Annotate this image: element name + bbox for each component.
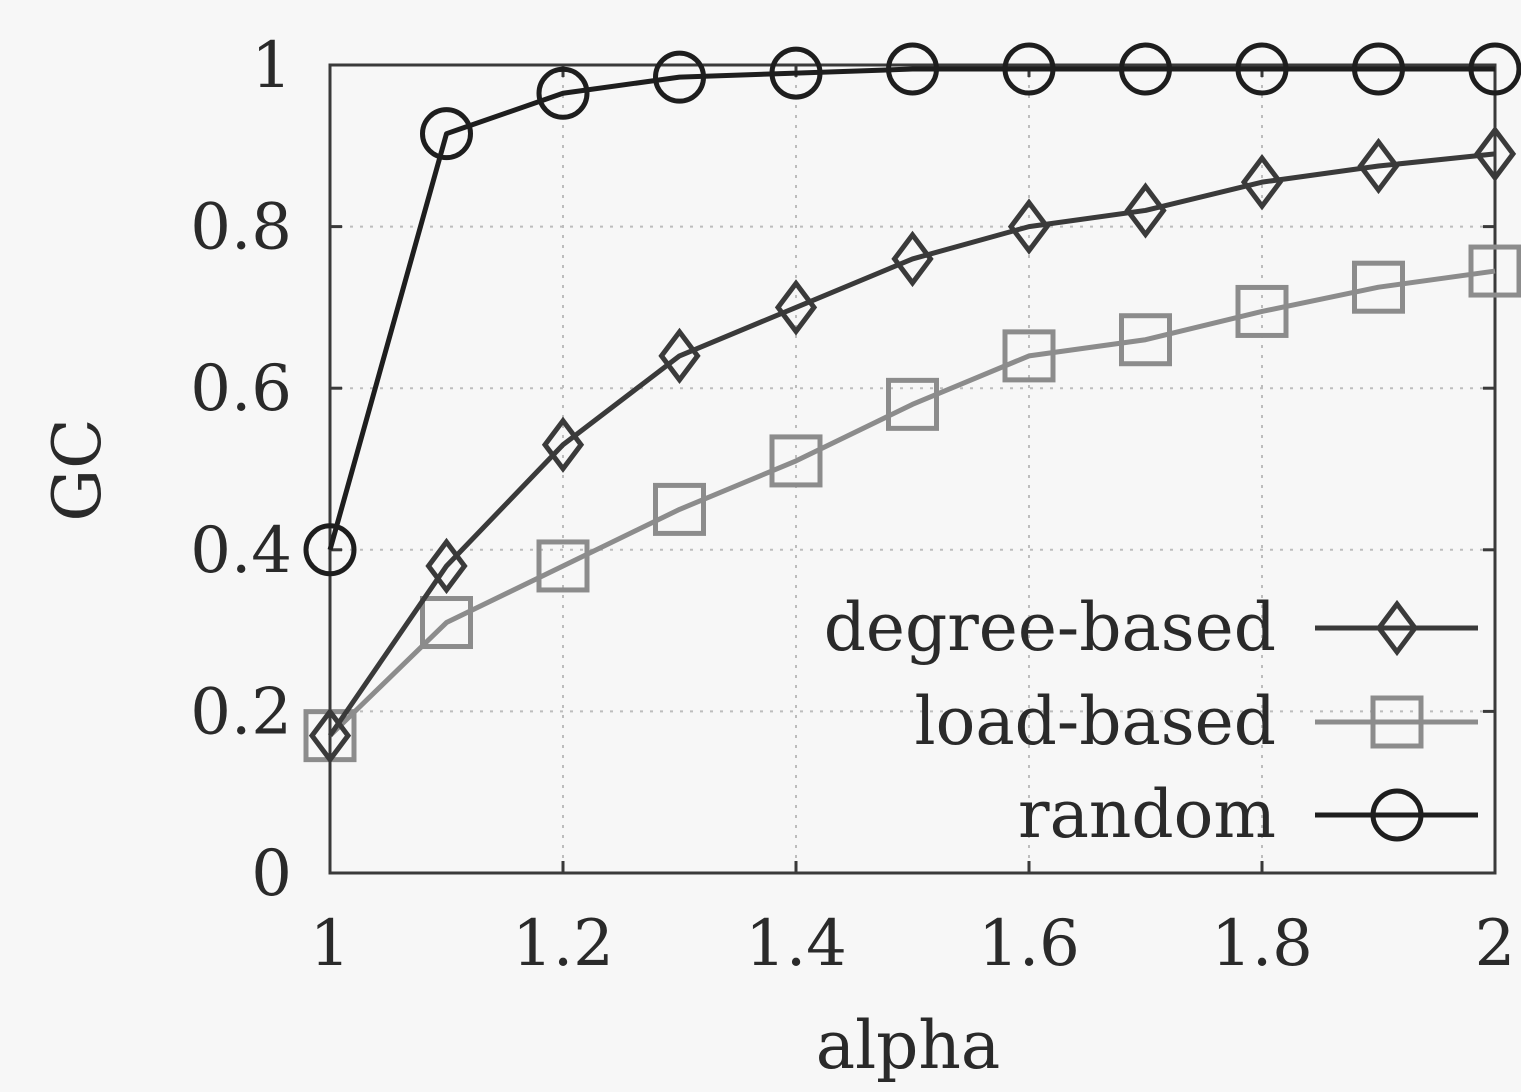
x-tick-label: 2 xyxy=(1475,907,1516,981)
legend-label-degree-based: degree-based xyxy=(824,589,1276,666)
data-point-random xyxy=(303,523,357,577)
data-point-random xyxy=(536,66,590,120)
ticks-layer: 1 1.2 1.4 1.6 1.8 2 0 0.2 0.4 0.6 0.8 1 xyxy=(190,29,1515,981)
data-point-degree-based xyxy=(658,327,701,385)
series-layer xyxy=(303,42,1521,764)
y-tick-label: 0 xyxy=(251,837,292,911)
series-line-degree-based xyxy=(327,151,1496,738)
y-tick-label: 0.8 xyxy=(190,191,292,265)
data-point-load-based xyxy=(1352,260,1405,314)
y-tick-label: 0.4 xyxy=(190,514,292,588)
data-point-random xyxy=(1119,42,1172,96)
plot-frame xyxy=(328,63,1497,875)
data-point-degree-based xyxy=(308,707,352,764)
data-point-load-based xyxy=(536,539,590,593)
series-line-load-based xyxy=(328,268,1496,738)
data-point-random xyxy=(1002,42,1056,96)
series-degree-based xyxy=(308,125,1517,764)
data-point-load-based xyxy=(1002,329,1056,383)
y-axis-label: GC xyxy=(39,418,116,521)
x-axis-label: alpha xyxy=(816,1007,1001,1084)
data-point-load-based xyxy=(1119,313,1172,367)
data-point-degree-based xyxy=(1007,198,1051,255)
data-point-random xyxy=(1352,42,1405,96)
legend: degree-based load-based random xyxy=(824,589,1478,853)
series-line-random xyxy=(327,66,1495,551)
legend-marker-degree-based xyxy=(1375,599,1419,657)
data-point-degree-based xyxy=(541,416,585,473)
series-load-based xyxy=(303,244,1521,763)
data-point-load-based xyxy=(1468,244,1521,298)
x-tick-label: 1 xyxy=(310,907,351,981)
data-point-degree-based xyxy=(891,230,934,288)
data-point-random xyxy=(420,107,473,161)
x-tick-label: 1.4 xyxy=(745,907,847,981)
data-point-random xyxy=(886,42,939,96)
legend-marker-random xyxy=(1370,788,1424,842)
grid-layer xyxy=(330,65,1495,873)
data-point-random xyxy=(1468,42,1521,96)
x-tick-label: 1.2 xyxy=(512,907,614,981)
data-point-load-based xyxy=(886,377,939,431)
x-tick-label: 1.6 xyxy=(978,907,1080,981)
y-tick-label: 1 xyxy=(251,29,292,103)
axes-layer xyxy=(328,63,1497,875)
data-point-degree-based xyxy=(774,279,818,336)
x-tick-label: 1.8 xyxy=(1211,907,1313,981)
data-point-load-based xyxy=(769,434,823,488)
data-point-degree-based xyxy=(1357,137,1400,195)
series-random xyxy=(303,42,1521,577)
data-point-degree-based xyxy=(1124,182,1167,239)
legend-label-load-based: load-based xyxy=(914,683,1276,760)
data-point-degree-based xyxy=(1240,153,1284,211)
data-point-degree-based xyxy=(1473,125,1517,183)
data-point-load-based xyxy=(420,596,473,650)
data-point-load-based xyxy=(1235,284,1289,338)
data-point-random xyxy=(769,46,823,100)
y-tick-label: 0.6 xyxy=(190,352,292,426)
data-point-random xyxy=(653,50,706,104)
data-point-degree-based xyxy=(425,537,468,595)
y-tick-label: 0.2 xyxy=(190,675,292,749)
data-point-load-based xyxy=(653,482,706,536)
legend-label-random: random xyxy=(1018,776,1276,853)
legend-marker-load-based xyxy=(1370,695,1424,749)
data-point-random xyxy=(1235,42,1289,96)
